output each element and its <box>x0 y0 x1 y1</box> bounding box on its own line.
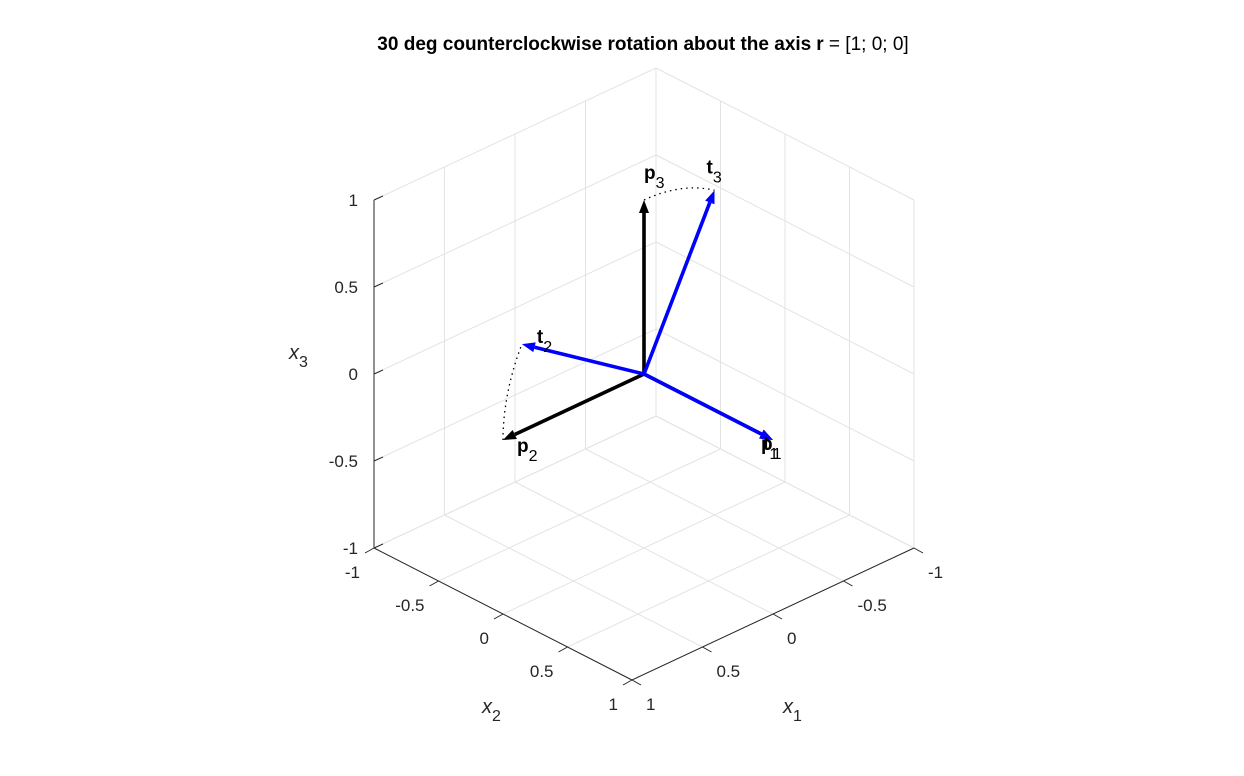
vector-p2-shaft <box>514 372 645 437</box>
vector-t2-shaft <box>534 345 645 376</box>
x2-tick-mark <box>843 580 853 587</box>
label-t2: t2 <box>537 327 552 356</box>
x2-tick-label: 0 <box>787 629 796 648</box>
label-t1: t1 <box>763 434 778 463</box>
label-t3: t3 <box>707 157 722 186</box>
axis-labels: x1 x2 x3 <box>288 342 802 725</box>
x1-tick-label: 0 <box>480 629 489 648</box>
title-bold-symbol: r <box>816 34 824 55</box>
x2-tick-mark <box>772 613 783 620</box>
grid-line <box>373 67 657 201</box>
x2-tick-label: 1 <box>646 695 655 714</box>
x3-tick-mark <box>373 543 384 549</box>
vector-labels: p1 p2 p3 t1 t2 t3 <box>517 157 782 465</box>
vector-t2-head <box>521 342 536 353</box>
axes-box <box>364 195 924 686</box>
rotation-arc-p2 <box>502 343 523 440</box>
label-p2: p2 <box>517 436 538 465</box>
x3-tick-mark <box>373 456 384 462</box>
x3-tick-mark <box>373 282 384 288</box>
x2-tick-mark <box>702 646 712 653</box>
x1-tick-mark <box>493 613 504 620</box>
tick-labels: -1 -1 -1 -0.5 -0.5 -0.5 0 0 0 0.5 0.5 0.5 1 1 1 <box>329 191 943 714</box>
x1-tick-label: 1 <box>609 695 618 714</box>
chart-title: 30 deg counterclockwise rotation about t… <box>377 34 908 55</box>
x3-tick-mark <box>373 369 384 375</box>
grid-line <box>655 67 915 201</box>
rotation-arcs <box>502 187 715 440</box>
x1-tick-label: -0.5 <box>395 596 424 615</box>
title-prefix: 30 deg counterclockwise rotation about t… <box>377 34 811 55</box>
vectors <box>503 190 773 440</box>
grid-line <box>444 514 703 648</box>
vector-t3-shaft <box>642 201 712 375</box>
label-p1: p1 <box>761 434 782 463</box>
grid-line <box>373 154 657 288</box>
vector-p2-head <box>503 429 517 440</box>
x1-tick-label: -1 <box>345 563 360 582</box>
grid-line <box>514 481 774 615</box>
x1-axis-label: x1 <box>782 696 802 725</box>
x1-tick-mark <box>622 679 633 686</box>
x2-axis-label: x2 <box>481 696 501 725</box>
x1-tick-label: 0.5 <box>530 662 554 681</box>
x3-tick-label: 0 <box>349 365 358 384</box>
rotation-arc-p3 <box>643 187 715 201</box>
x2-tick-label: -1 <box>928 563 943 582</box>
x3-tick-label: -1 <box>343 539 358 558</box>
x2-tick-mark <box>631 679 642 686</box>
title-suffix: = [1; 0; 0] <box>824 34 909 55</box>
x3-tick-label: -0.5 <box>329 452 358 471</box>
x2-tick-mark <box>913 547 924 554</box>
grid-line <box>655 241 915 375</box>
grid-line <box>373 241 657 375</box>
x1-tick-mark <box>558 646 568 653</box>
x1-tick-mark <box>429 580 439 587</box>
vector-t1-shaft <box>643 372 763 436</box>
label-p3: p3 <box>644 163 665 192</box>
x2-tick-label: -0.5 <box>858 596 887 615</box>
grid-line <box>567 514 850 648</box>
x3-tick-label: 1 <box>349 191 358 210</box>
vector-t1-head <box>759 429 773 440</box>
vector-t3-head <box>705 190 715 205</box>
x2-tick-label: 0.5 <box>717 662 741 681</box>
x3-axis-label: x3 <box>288 342 308 371</box>
vector-p3-head <box>639 200 649 213</box>
grid-line <box>655 154 915 288</box>
x3-tick-label: 0.5 <box>334 278 358 297</box>
x3-tick-mark <box>373 195 384 201</box>
x1-tick-mark <box>364 547 375 554</box>
